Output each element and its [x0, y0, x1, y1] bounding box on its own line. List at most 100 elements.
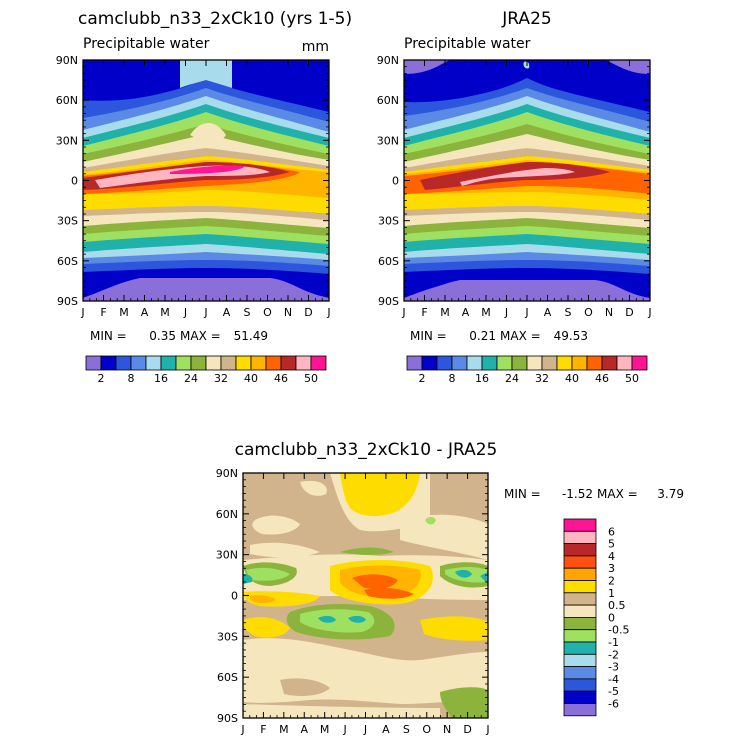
colorbar-box — [511, 355, 528, 371]
colorbar-box — [280, 355, 297, 371]
x-tick-label: F — [100, 306, 106, 319]
panel-obs-max-value: 49.53 — [554, 329, 588, 343]
x-tick-label: A — [462, 306, 470, 319]
colorbar-label: 2 — [419, 372, 426, 385]
colorbar-label: 16 — [475, 372, 489, 385]
legend-label: 4 — [608, 550, 615, 563]
legend-label: 0.5 — [608, 599, 626, 612]
x-tick-label: S — [244, 306, 251, 319]
panel-diff-min-value: -1.52 — [562, 487, 593, 501]
colorbar-box — [115, 355, 132, 371]
colorbar-box — [175, 355, 192, 371]
colorbar-label: 32 — [535, 372, 549, 385]
legend-label: -1 — [608, 636, 619, 649]
x-tick-label: J — [80, 306, 84, 319]
colorbar-box — [526, 355, 543, 371]
colorbar-label: 40 — [244, 372, 258, 385]
legend-box — [563, 641, 597, 655]
x-tick-label: A — [544, 306, 552, 319]
legend-box — [563, 666, 597, 680]
x-tick-label: J — [524, 306, 528, 319]
colorbar-box — [130, 355, 147, 371]
panel-obs-colorbar: 2 8 16 24 32 40 46 50 — [406, 355, 648, 385]
y-tick-label: 0 — [392, 175, 399, 188]
legend-box — [563, 543, 597, 557]
legend-label: 3 — [608, 562, 615, 575]
panel-obs: JRA25 Precipitable water — [377, 9, 652, 385]
panel-model-max-label: MAX = — [180, 329, 221, 343]
legend-box — [563, 518, 597, 532]
y-tick-label: 60S — [57, 255, 78, 268]
panel-obs-min-value: 0.21 — [469, 329, 496, 343]
y-tick-label: 0 — [231, 590, 238, 603]
legend-box — [563, 567, 597, 581]
y-tick-label: 30S — [378, 215, 399, 228]
colorbar-box — [145, 355, 162, 371]
panel-model-min-label: MIN = — [90, 329, 127, 343]
panel-model: camclubb_n33_2xCk10 (yrs 1-5) Precipitab… — [56, 9, 352, 385]
legend-label: -4 — [608, 673, 619, 686]
y-tick-label: 30N — [56, 134, 78, 147]
colorbar-box — [496, 355, 513, 371]
y-tick-label: 90N — [216, 467, 238, 480]
colorbar-box — [586, 355, 603, 371]
colorbar-label: 24 — [505, 372, 519, 385]
colorbar-box — [451, 355, 468, 371]
y-tick-label: 60S — [378, 255, 399, 268]
legend-label: 2 — [608, 575, 615, 588]
colorbar-label: 2 — [98, 372, 105, 385]
colorbar-label: 8 — [128, 372, 135, 385]
y-tick-label: 90N — [377, 54, 399, 67]
panel-obs-title: JRA25 — [501, 9, 551, 29]
colorbar-box — [295, 355, 312, 371]
legend-box — [563, 530, 597, 544]
y-tick-label: 30N — [216, 549, 238, 562]
colorbar-label: 16 — [154, 372, 168, 385]
x-tick-label: M — [481, 306, 491, 319]
x-tick-label: S — [565, 306, 572, 319]
colorbar-label: 24 — [184, 372, 198, 385]
x-tick-label: J — [504, 306, 508, 319]
y-tick-label: 30S — [57, 215, 78, 228]
x-tick-label: N — [284, 306, 292, 319]
x-tick-label: O — [422, 723, 431, 736]
x-tick-label: J — [342, 723, 346, 736]
x-tick-label: M — [440, 306, 450, 319]
legend-box — [563, 580, 597, 594]
legend-box — [563, 690, 597, 704]
x-tick-label: N — [443, 723, 451, 736]
panel-model-field — [83, 60, 329, 301]
x-tick-label: J — [485, 723, 489, 736]
colorbar-box — [616, 355, 633, 371]
legend-box — [563, 678, 597, 692]
legend-label: -5 — [608, 685, 619, 698]
colorbar-box — [556, 355, 573, 371]
panel-obs-max-label: MAX = — [500, 329, 541, 343]
colorbar-box — [160, 355, 177, 371]
panel-diff-field — [243, 473, 488, 718]
y-tick-label: 90S — [378, 295, 399, 308]
y-tick-label: 90N — [56, 54, 78, 67]
panel-model-colorbar: 2 8 16 24 32 40 46 50 — [85, 355, 327, 385]
panel-diff-max-label: MAX = — [597, 487, 638, 501]
colorbar-label: 46 — [595, 372, 609, 385]
legend-label: 5 — [608, 538, 615, 551]
legend-label: -6 — [608, 698, 619, 711]
x-tick-label: F — [421, 306, 427, 319]
x-tick-label: A — [382, 723, 390, 736]
y-tick-label: 60N — [216, 508, 238, 521]
y-tick-label: 30S — [217, 630, 238, 643]
colorbar-box — [631, 355, 648, 371]
x-tick-label: S — [403, 723, 410, 736]
y-tick-label: 30N — [377, 134, 399, 147]
y-tick-label: 0 — [71, 175, 78, 188]
x-tick-label: J — [240, 723, 244, 736]
x-tick-label: A — [300, 723, 308, 736]
y-tick-label: 60N — [377, 94, 399, 107]
x-tick-label: D — [625, 306, 633, 319]
x-tick-label: O — [263, 306, 272, 319]
